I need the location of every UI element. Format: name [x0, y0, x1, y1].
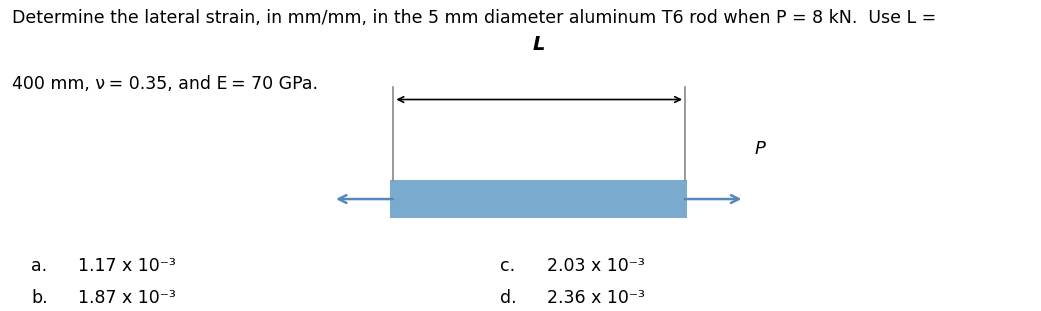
Text: 1.17 x 10⁻³: 1.17 x 10⁻³ [78, 257, 176, 275]
Text: L: L [533, 35, 545, 54]
Text: 2.03 x 10⁻³: 2.03 x 10⁻³ [547, 257, 644, 275]
Text: P: P [755, 140, 765, 158]
Text: d.: d. [500, 289, 516, 307]
Text: 400 mm, ν = 0.35, and E = 70 GPa.: 400 mm, ν = 0.35, and E = 70 GPa. [12, 75, 319, 93]
Text: c.: c. [500, 257, 515, 275]
Text: 1.87 x 10⁻³: 1.87 x 10⁻³ [78, 289, 176, 307]
Text: 2.36 x 10⁻³: 2.36 x 10⁻³ [547, 289, 644, 307]
Text: a.: a. [31, 257, 47, 275]
Bar [390, 180, 687, 218]
Text: Determine the lateral strain, in mm/mm, in the 5 mm diameter aluminum T6 rod whe: Determine the lateral strain, in mm/mm, … [12, 9, 937, 27]
Text: b.: b. [31, 289, 48, 307]
